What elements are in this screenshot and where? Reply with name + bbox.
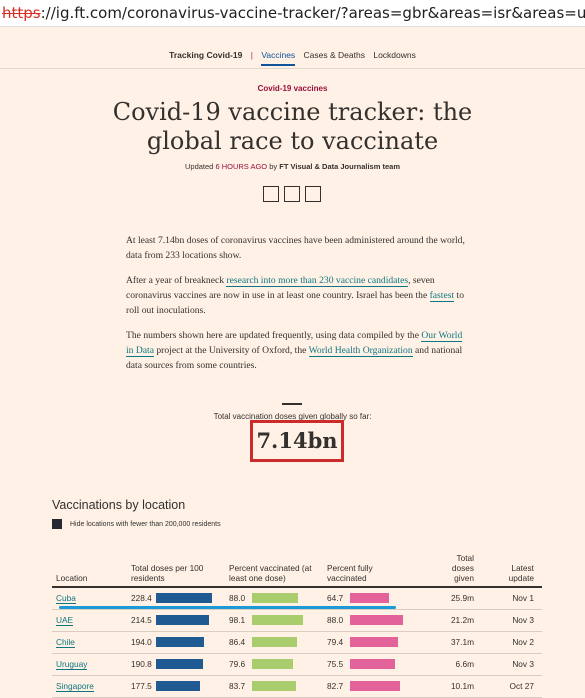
latest-update-value: Nov 1 <box>512 593 534 603</box>
page-title: Covid-19 vaccine tracker: the global rac… <box>112 98 473 155</box>
total-doses-value: 37.1m <box>450 637 474 647</box>
total-doses-value: 6.6m <box>455 659 474 669</box>
divider <box>282 403 302 405</box>
header-pct-full[interactable]: Percent fully vaccinated <box>327 563 373 583</box>
nav-separator: | <box>250 50 253 60</box>
byline-time: 6 HOURS AGO <box>215 162 268 171</box>
pct-full-bar <box>350 615 403 625</box>
address-bar[interactable]: https://ig.ft.com/coronavirus-vaccine-tr… <box>0 0 585 27</box>
latest-update-value: Oct 27 <box>509 681 534 691</box>
pct-one-dose-bar <box>252 637 297 647</box>
share-facebook-icon[interactable] <box>284 186 300 202</box>
pct-one-dose-value: 83.7 <box>229 681 246 691</box>
nav-tab-cases-deaths[interactable]: Cases & Deaths <box>303 50 365 60</box>
pct-one-dose-bar <box>252 593 298 603</box>
doses-per-100-bar <box>156 681 200 691</box>
share-buttons <box>263 186 321 202</box>
doses-per-100-value: 228.4 <box>131 593 152 603</box>
doses-per-100-bar <box>156 593 212 603</box>
paragraph-1: At least 7.14bn doses of coronavirus vac… <box>126 235 465 261</box>
location-link[interactable]: Cuba <box>56 593 76 604</box>
total-doses-label: Total vaccination doses given globally s… <box>213 412 372 421</box>
share-linkedin-icon[interactable] <box>305 186 321 202</box>
doses-per-100-value: 214.5 <box>131 615 152 625</box>
share-twitter-icon[interactable] <box>263 186 279 202</box>
paragraph-2: After a year of breakneck research into … <box>126 275 464 316</box>
pct-full-bar <box>350 659 396 669</box>
section-title: Vaccinations by location <box>52 498 186 512</box>
url-protocol: https <box>2 4 41 22</box>
pct-full-bar <box>350 681 400 691</box>
doses-per-100-value: 190.8 <box>131 659 152 669</box>
header-latest-update[interactable]: Latest update <box>508 563 534 583</box>
pct-full-bar <box>350 593 389 603</box>
link-fastest[interactable]: fastest <box>429 290 455 302</box>
paragraph-3: The numbers shown here are updated frequ… <box>126 330 463 371</box>
total-doses-value: 25.9m <box>450 593 474 603</box>
table-row[interactable]: UAE 214.5 98.1 88.0 21.2m Nov 3 <box>52 610 542 632</box>
total-doses-value: 7.14bn <box>250 420 344 462</box>
pct-full-bar <box>350 637 398 647</box>
location-link[interactable]: Uruguay <box>56 659 88 670</box>
pct-one-dose-value: 79.6 <box>229 659 246 669</box>
byline-team: FT Visual & Data Journalism team <box>279 162 400 171</box>
latest-update-value: Nov 3 <box>512 615 534 625</box>
byline-by: by <box>269 162 278 171</box>
article-body: At least 7.14bn doses of coronavirus vac… <box>126 233 471 383</box>
byline-prefix: Updated <box>185 162 214 171</box>
pct-one-dose-value: 88.0 <box>229 593 246 603</box>
pct-full-value: 75.5 <box>327 659 344 669</box>
hide-small-label: Hide locations with fewer than 200,000 r… <box>70 520 221 528</box>
nav-brand[interactable]: Tracking Covid-19 <box>169 50 243 60</box>
pct-one-dose-bar <box>252 681 296 691</box>
pct-full-value: 79.4 <box>327 637 344 647</box>
byline: Updated 6 HOURS AGO by FT Visual & Data … <box>0 162 585 171</box>
total-doses-value: 10.1m <box>450 681 474 691</box>
doses-per-100-value: 194.0 <box>131 637 152 647</box>
location-link[interactable]: UAE <box>56 615 74 626</box>
pct-full-value: 88.0 <box>327 615 344 625</box>
section-nav: Tracking Covid-19 | Vaccines Cases & Dea… <box>0 42 585 69</box>
table-row[interactable]: Chile 194.0 86.4 79.4 37.1m Nov 2 <box>52 632 542 654</box>
link-who[interactable]: World Health Organization <box>308 345 413 357</box>
link-owid[interactable]: Our World in Data <box>126 330 463 357</box>
header-pct-one-dose[interactable]: Percent vaccinated (at least one dose) <box>229 563 312 583</box>
vaccinations-table: Location Total doses per 100 residents P… <box>52 548 542 698</box>
doses-per-100-bar <box>156 637 204 647</box>
hide-small-locations-toggle[interactable]: Hide locations with fewer than 200,000 r… <box>52 519 221 529</box>
pct-full-value: 82.7 <box>327 681 344 691</box>
annotation-underline <box>59 606 396 609</box>
location-link[interactable]: Chile <box>56 637 75 648</box>
doses-per-100-value: 177.5 <box>131 681 152 691</box>
article-kicker[interactable]: Covid-19 vaccines <box>257 84 328 93</box>
checkbox-icon[interactable] <box>52 519 62 529</box>
nav-tab-vaccines[interactable]: Vaccines <box>261 46 296 66</box>
pct-one-dose-value: 98.1 <box>229 615 246 625</box>
link-research[interactable]: research into more than 230 vaccine cand… <box>226 275 409 287</box>
latest-update-value: Nov 2 <box>512 637 534 647</box>
pct-one-dose-bar <box>252 615 303 625</box>
url-text: ://ig.ft.com/coronavirus-vaccine-tracker… <box>40 4 585 22</box>
header-doses-per-100[interactable]: Total doses per 100 residents <box>131 563 204 583</box>
latest-update-value: Nov 3 <box>512 659 534 669</box>
pct-full-value: 64.7 <box>327 593 344 603</box>
nav-tab-lockdowns[interactable]: Lockdowns <box>373 50 416 60</box>
doses-per-100-bar <box>156 659 203 669</box>
header-total-doses[interactable]: Total doses given <box>451 553 474 583</box>
header-location[interactable]: Location <box>56 573 88 583</box>
pct-one-dose-value: 86.4 <box>229 637 246 647</box>
table-body: Cuba 228.4 88.0 64.7 25.9m Nov 1 UAE 214.5 98.1 8… <box>52 588 542 698</box>
pct-one-dose-bar <box>252 659 294 669</box>
total-doses-value: 21.2m <box>450 615 474 625</box>
table-row[interactable]: Singapore 177.5 83.7 82.7 10.1m Oct 27 <box>52 676 542 698</box>
location-link[interactable]: Singapore <box>56 681 94 692</box>
doses-per-100-bar <box>156 615 209 625</box>
table-row[interactable]: Cuba 228.4 88.0 64.7 25.9m Nov 1 <box>52 588 542 610</box>
table-row[interactable]: Uruguay 190.8 79.6 75.5 6.6m Nov 3 <box>52 654 542 676</box>
table-header: Location Total doses per 100 residents P… <box>52 548 542 588</box>
